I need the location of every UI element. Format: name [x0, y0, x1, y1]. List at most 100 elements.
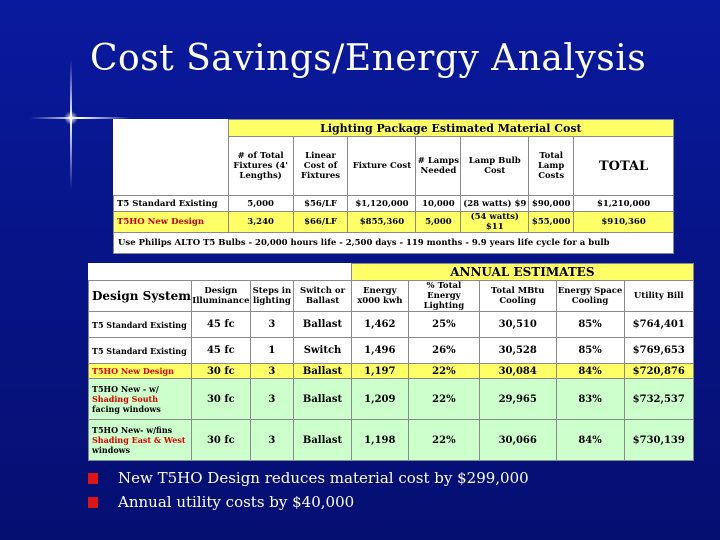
- table2-header: Energy x000 kwh: [350, 280, 409, 312]
- table1-cell: $910,360: [573, 211, 674, 233]
- table2-row: T5HO New - w/ Shading South facing windo…: [87, 378, 694, 420]
- table1-cell: $55,000: [528, 211, 575, 233]
- bullet-text: Annual utility costs by $40,000: [118, 493, 355, 511]
- label-text: T5HO New - w/: [92, 384, 159, 394]
- bullet-text: New T5HO Design reduces material cost by…: [118, 469, 529, 487]
- table2-cell: 83%: [555, 378, 625, 420]
- label-text: T5HO New- w/fins: [92, 425, 173, 435]
- table1-header: Fixture Cost: [347, 136, 417, 196]
- table2-cell: Ballast: [293, 363, 352, 379]
- table1-row: T5HO New Design 3,240 $66/LF $855,360 5,…: [113, 211, 674, 233]
- bullet-item: New T5HO Design reduces material cost by…: [88, 466, 529, 490]
- table1-row: T5 Standard Existing 5,000 $56/LF $1,120…: [113, 195, 674, 212]
- table2-cell: 84%: [555, 419, 625, 461]
- table2-cell: 22%: [407, 378, 480, 420]
- table2-cell: 3: [249, 311, 295, 338]
- table2-row-label: T5HO New- w/fins Shading East & West win…: [87, 419, 193, 461]
- table2-row: T5 Standard Existing 45 fc 3 Ballast 1,4…: [87, 311, 694, 338]
- table2-header-design-system: Design System: [87, 280, 193, 312]
- annual-estimates-table: ANNUAL ESTIMATES Design System Design Il…: [87, 263, 695, 461]
- table1-note: Use Philips ALTO T5 Bulbs - 20,000 hours…: [113, 232, 674, 254]
- table1-caption: Lighting Package Estimated Material Cost: [227, 119, 675, 137]
- table1-cell: $855,360: [347, 211, 417, 233]
- table2-cell: Ballast: [293, 311, 352, 338]
- material-cost-table: Lighting Package Estimated Material Cost…: [113, 119, 675, 254]
- table2-row-label: T5HO New Design: [87, 363, 193, 379]
- table2-caption-blank: [88, 263, 352, 281]
- label-text: windows: [92, 445, 131, 455]
- table1-cell: $1,120,000: [347, 195, 417, 212]
- bullet-list: New T5HO Design reduces material cost by…: [88, 466, 529, 514]
- table2-header: Utility Bill: [623, 280, 694, 312]
- table2-cell: $730,139: [623, 419, 694, 461]
- table2-cell: 45 fc: [191, 337, 251, 364]
- table2-cell: $732,537: [623, 378, 694, 420]
- table1-header: Linear Cost of Fixtures: [292, 136, 349, 196]
- slide-title: Cost Savings/Energy Analysis: [90, 38, 647, 79]
- table2-header: Design Illuminance: [191, 280, 251, 312]
- label-highlight: Shading South: [92, 394, 159, 404]
- table2-cell: 25%: [407, 311, 480, 338]
- table1-cell: $66/LF: [292, 211, 349, 233]
- table2-cell: 3: [249, 419, 295, 461]
- table1-header: Lamp Bulb Cost: [460, 136, 530, 196]
- decor-vertical-line: [70, 60, 72, 190]
- decor-sparkle: [64, 111, 78, 125]
- table2-cell: 22%: [407, 363, 480, 379]
- table2-header: Energy Space Cooling: [555, 280, 625, 312]
- table2-cell: 1,198: [350, 419, 409, 461]
- table1-cell: T5 Standard Existing: [113, 195, 229, 212]
- table2-cell: 3: [249, 363, 295, 379]
- bullet-marker-icon: [88, 496, 98, 508]
- table1-cell: $90,000: [528, 195, 575, 212]
- table1-cell: 3,240: [227, 211, 294, 233]
- table1-cell: (54 watts) $11: [460, 211, 530, 233]
- table2-cell: 29,965: [478, 378, 557, 420]
- table2-cell: 30,084: [478, 363, 557, 379]
- table1-cell: 10,000: [415, 195, 462, 212]
- table1-header-total: TOTAL: [573, 136, 674, 196]
- table2-cell: 30,528: [478, 337, 557, 364]
- table2-cell: 1,197: [350, 363, 409, 379]
- table2-row-label: T5 Standard Existing: [87, 311, 193, 338]
- table2-cell: Ballast: [293, 419, 352, 461]
- table2-cell: 1: [249, 337, 295, 364]
- bullet-marker-icon: [88, 472, 98, 484]
- table1-header: Total Lamp Costs: [528, 136, 575, 196]
- table1-cell: $1,210,000: [573, 195, 674, 212]
- table2-cell: 1,496: [350, 337, 409, 364]
- table2-cell: 30 fc: [191, 378, 251, 420]
- table2-header: Steps in lighting: [249, 280, 295, 312]
- table1-corner: [113, 119, 229, 137]
- table2-cell: 3: [249, 378, 295, 420]
- table1-cell: 5,000: [227, 195, 294, 212]
- table2-cell: $764,401: [623, 311, 694, 338]
- table2-row-label: T5 Standard Existing: [87, 337, 193, 364]
- table2-cell: $769,653: [623, 337, 694, 364]
- table2-cell: 30 fc: [191, 363, 251, 379]
- table2-cell: $720,876: [623, 363, 694, 379]
- table1-header: # Lamps Needed: [415, 136, 462, 196]
- table2-cell: 30 fc: [191, 419, 251, 461]
- table2-header: % Total Energy Lighting: [407, 280, 480, 312]
- table1-header: # of Total Fixtures (4' Lengths): [227, 136, 294, 196]
- table2-cell: Ballast: [293, 378, 352, 420]
- table2-cell: 30,510: [478, 311, 557, 338]
- table1-cell: (28 watts) $9: [460, 195, 530, 212]
- table2-cell: 85%: [555, 337, 625, 364]
- table1-header-blank: [113, 136, 229, 196]
- table1-cell: T5HO New Design: [113, 211, 229, 233]
- table1-cell: $56/LF: [292, 195, 349, 212]
- table2-cell: 84%: [555, 363, 625, 379]
- table2-caption: ANNUAL ESTIMATES: [350, 263, 695, 281]
- label-highlight: Shading East & West: [92, 435, 186, 445]
- bullet-item: Annual utility costs by $40,000: [88, 490, 529, 514]
- table2-row-label: T5HO New - w/ Shading South facing windo…: [87, 378, 193, 420]
- table2-header: Switch or Ballast: [293, 280, 352, 312]
- table2-row: T5HO New- w/fins Shading East & West win…: [87, 419, 694, 461]
- decor-horizontal-line: [30, 117, 130, 119]
- table2-header: Total MBtu Cooling: [478, 280, 557, 312]
- table2-cell: 45 fc: [191, 311, 251, 338]
- label-text: facing windows: [92, 404, 161, 414]
- table2-cell: 1,462: [350, 311, 409, 338]
